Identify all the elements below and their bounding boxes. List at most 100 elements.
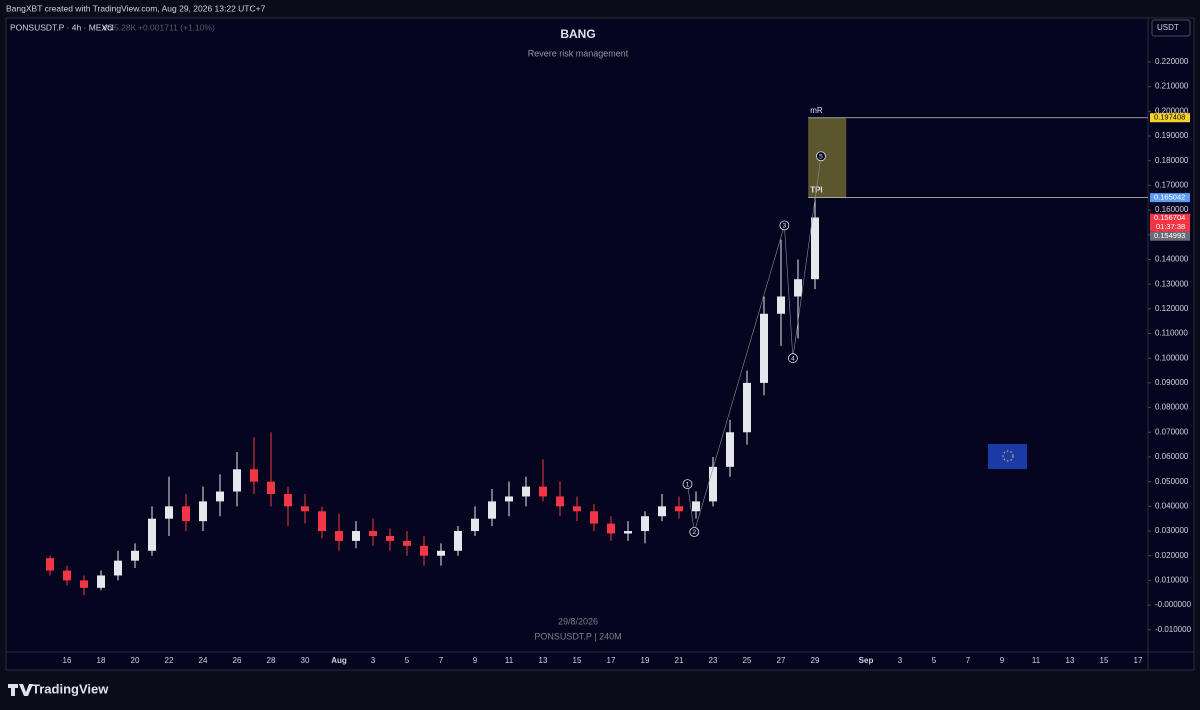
candle-body: [505, 496, 513, 502]
candle-body: [267, 481, 275, 494]
candle-body: [250, 469, 258, 482]
x-tick-label: 11: [505, 656, 514, 665]
price-label-box: [1150, 193, 1190, 203]
price-label-box: [1150, 231, 1190, 241]
x-tick-label: 20: [131, 656, 140, 665]
chart-subtitle: Revere risk management: [528, 48, 629, 58]
candle-body: [182, 506, 190, 522]
candle-body: [539, 486, 547, 497]
x-tick-label: 13: [1066, 656, 1075, 665]
x-tick-label: 13: [539, 656, 548, 665]
y-tick-label: 0.070000: [1155, 427, 1189, 436]
wave-label: 5: [819, 153, 823, 160]
x-tick-label: 28: [267, 656, 276, 665]
currency-box[interactable]: [1151, 19, 1191, 37]
wave-label: 2: [692, 529, 696, 536]
x-tick-label: 21: [675, 656, 684, 665]
x-tick-label: 16: [63, 656, 72, 665]
candle-body: [471, 518, 479, 532]
x-tick-label: 23: [709, 656, 718, 665]
y-tick-label: 0.130000: [1155, 279, 1189, 288]
y-tick-label: 0.090000: [1155, 378, 1189, 387]
candle-body: [590, 511, 598, 524]
y-tick-label: 0.160000: [1155, 205, 1189, 214]
price-label: 0.156704: [1154, 213, 1185, 222]
y-tick-label: 0.210000: [1155, 82, 1189, 91]
x-tick-label: 24: [199, 656, 208, 665]
x-tick-label: 9: [473, 656, 478, 665]
candle-body: [131, 550, 139, 561]
candle-body: [777, 296, 785, 314]
x-tick-label: 22: [165, 656, 174, 665]
wave-line: [687, 484, 695, 533]
header: BangXBT created with TradingView.com, Au…: [6, 3, 266, 13]
x-tick-label: 18: [97, 656, 106, 665]
candle-body: [454, 531, 462, 551]
y-tick-label: -0.000000: [1155, 600, 1192, 609]
candle-body: [709, 466, 717, 502]
candle-body: [284, 493, 292, 507]
vol-label: Vol: [102, 22, 114, 32]
wave-line: [784, 225, 794, 359]
watermark-symbol: PONSUSDT.P | 240M: [534, 631, 621, 641]
vol-value: 5.28K: [114, 22, 137, 32]
price-label: 0.165042: [1154, 193, 1185, 202]
candle-body: [335, 531, 343, 541]
x-tick-label: 3: [371, 656, 376, 665]
wave-marker: [689, 527, 700, 537]
candle-body: [165, 506, 173, 519]
x-tick-label: 27: [777, 656, 786, 665]
y-tick-label: 0.100000: [1155, 353, 1189, 362]
wave-marker: [816, 151, 826, 162]
candle-body: [403, 540, 411, 546]
candle-body: [573, 506, 581, 512]
wave-label: 4: [791, 355, 795, 362]
price-label-box: [1150, 213, 1190, 232]
y-tick-label: 0.180000: [1155, 156, 1189, 165]
wave-line: [792, 156, 822, 359]
logo-icon: [8, 684, 33, 696]
x-tick-label: 19: [641, 656, 650, 665]
candle-body: [794, 279, 802, 297]
candle-body: [318, 511, 326, 532]
x-tick-label: 3: [898, 656, 903, 665]
x-tick-label: 26: [233, 656, 242, 665]
price-label-box: [1150, 113, 1190, 123]
y-tick-label: 0.170000: [1155, 180, 1189, 189]
wave-label: 1: [686, 481, 690, 488]
candle-body: [199, 501, 207, 522]
currency[interactable]: USDT: [1157, 23, 1179, 32]
flag-stars: [1002, 450, 1014, 462]
candle-body: [743, 382, 751, 433]
x-tick-label: 29: [811, 656, 820, 665]
candle-body: [726, 432, 734, 467]
candle-body: [760, 313, 768, 383]
candle-body: [386, 535, 394, 541]
x-tick-label: 15: [573, 656, 582, 665]
candle-body: [80, 580, 88, 588]
flag-icon: [988, 444, 1027, 469]
y-tick-label: 0.060000: [1155, 452, 1189, 461]
wave-marker: [682, 479, 693, 490]
candle-body: [352, 531, 360, 541]
y-tick-label: 0.120000: [1155, 304, 1189, 313]
x-tick-label: 5: [405, 656, 410, 665]
candle-body: [522, 486, 530, 497]
x-tick-label: 5: [932, 656, 937, 665]
candle-body: [692, 501, 700, 512]
y-tick-label: 0.050000: [1155, 477, 1189, 486]
wave-label: 3: [783, 223, 787, 230]
y-tick-label: 0.110000: [1155, 329, 1188, 338]
x-tick-label: 17: [1134, 656, 1143, 665]
candle-body: [811, 217, 819, 280]
x-tick-label: Aug: [331, 656, 347, 665]
footer-logo: TradingView: [32, 681, 109, 696]
candle-body: [641, 516, 649, 532]
candle-body: [114, 560, 122, 576]
y-tick-label: 0.080000: [1155, 403, 1189, 412]
wave-line: [694, 225, 785, 533]
x-tick-label: Sep: [859, 656, 874, 665]
candle-body: [369, 531, 377, 536]
x-tick-label: 11: [1032, 656, 1041, 665]
